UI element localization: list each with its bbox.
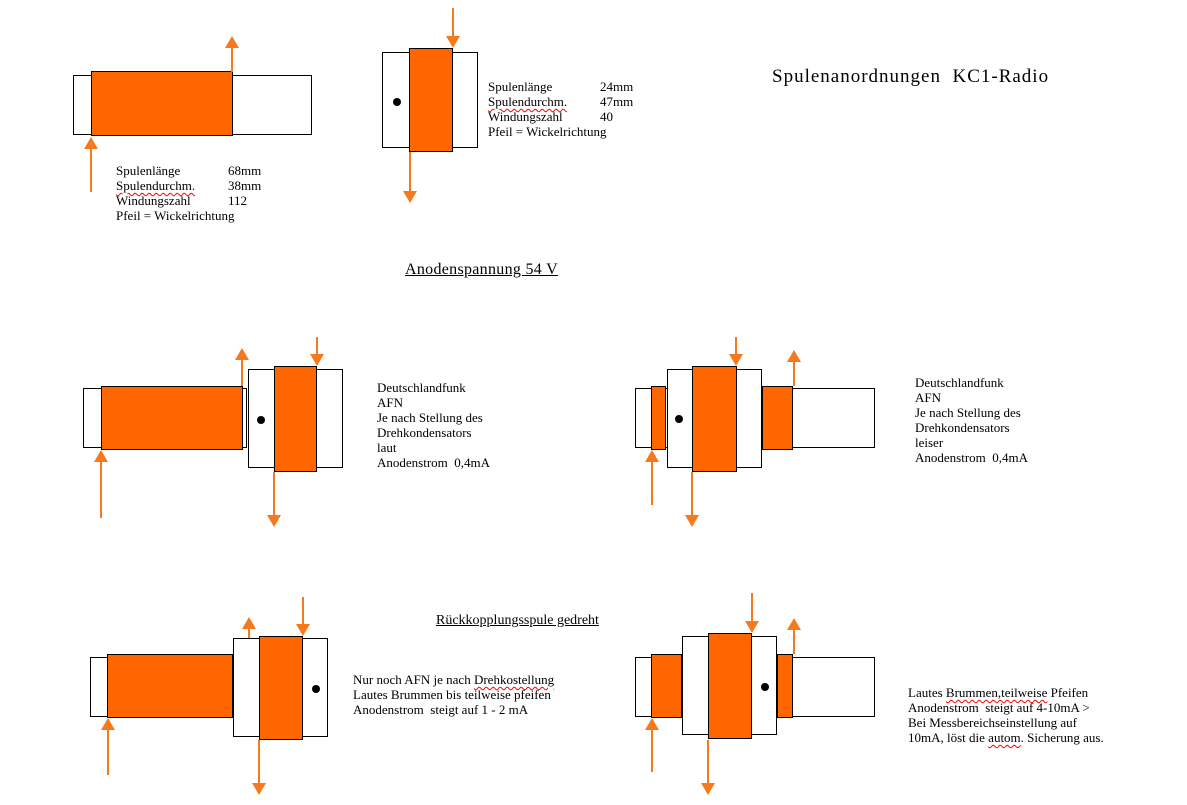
spec-row: Windungszahl 112 (116, 193, 261, 208)
winding-direction-arrow-icon (645, 718, 659, 772)
annotation-line: 10mA, löst die autom. Sicherung aus. (908, 730, 1104, 745)
winding-direction-arrow-icon (446, 8, 460, 48)
h-coil-winding (101, 386, 243, 450)
annotation-line: Nur noch AFN je nach Drehkostellung (353, 672, 555, 687)
coil-spec-top-middle: Spulenlänge 24mm Spulendurchm. 47mm Windungs… (488, 79, 633, 139)
coil-winding (409, 48, 453, 152)
winding-direction-arrow-icon (252, 740, 266, 795)
annotation-line: Deutschlandfunk (915, 375, 1004, 390)
spec-row: Spulendurchm. 47mm (488, 94, 633, 109)
winding-direction-arrow-icon (101, 718, 115, 775)
annotation-line: AFN (377, 395, 404, 410)
h-coil-winding-right-band (762, 386, 793, 450)
wire-terminal-dot (312, 685, 320, 693)
annotation-line: Anodenstrom steigt auf 1 - 2 mA (353, 702, 529, 717)
h-coil-winding-left-band (651, 654, 682, 718)
spec-row: Windungszahl 40 (488, 109, 633, 124)
spec-row: Spulendurchm. 38mm (116, 178, 261, 193)
spec-label: Pfeil = Wickelrichtung (116, 208, 235, 223)
feedback-coil-heading: Rückkopplungsspule gedreht (436, 613, 599, 628)
coil-spec-top-left: Spulenlänge 68mm Spulendurchm. 38mm Windungs… (116, 163, 261, 223)
winding-direction-arrow-icon (787, 350, 801, 386)
spec-value: 112 (228, 193, 248, 208)
annotation-line: Deutschlandfunk (377, 380, 466, 395)
wire-terminal-dot (257, 416, 265, 424)
annotation-line: Bei Messbereichseinstellung auf (908, 715, 1077, 730)
h-coil-winding-left-band (651, 386, 666, 450)
winding-direction-arrow-icon (242, 617, 256, 638)
spec-row: Pfeil = Wickelrichtung (116, 208, 261, 223)
winding-direction-arrow-icon (267, 472, 281, 527)
wire-terminal-dot (761, 683, 769, 691)
annotation-middle-right: Deutschlandfunk AFN Je nach Stellung des Dr… (915, 375, 1028, 465)
spec-label: Spulendurchm. (116, 178, 196, 193)
winding-direction-arrow-icon (403, 152, 417, 203)
spec-value: 68mm (228, 163, 262, 178)
coil-winding (91, 71, 233, 136)
spec-label: Windungszahl (488, 109, 563, 124)
annotation-line: laut (377, 440, 397, 455)
spec-label: Spulendurchm. (488, 94, 568, 109)
h-coil-winding (107, 654, 233, 718)
winding-direction-arrow-icon (84, 137, 98, 192)
wire-terminal-dot (393, 98, 401, 106)
annotation-line: AFN (915, 390, 942, 405)
spec-value: 40 (600, 109, 613, 124)
winding-direction-arrow-icon (296, 597, 310, 636)
page-title: Spulenanordnungen KC1-Radio (772, 66, 1050, 87)
winding-direction-arrow-icon (235, 348, 249, 386)
v-coil-winding (274, 366, 317, 472)
winding-direction-arrow-icon (225, 36, 239, 72)
spec-row: Spulenlänge 24mm (488, 79, 633, 94)
winding-direction-arrow-icon (729, 337, 743, 366)
winding-direction-arrow-icon (645, 450, 659, 505)
spec-label: Pfeil = Wickelrichtung (488, 124, 607, 139)
winding-direction-arrow-icon (701, 740, 715, 795)
annotation-line: Je nach Stellung des (915, 405, 1021, 420)
annotation-line: Je nach Stellung des (377, 410, 483, 425)
annotation-line: Anodenstrom steigt auf 4-10mA > (908, 700, 1090, 715)
winding-direction-arrow-icon (310, 337, 324, 366)
spec-value: 38mm (228, 178, 262, 193)
winding-direction-arrow-icon (94, 450, 108, 518)
annotation-line: leiser (915, 435, 944, 450)
v-coil-winding (708, 633, 752, 739)
annotation-line: Lautes Brummen bis teilweise pfeifen (353, 687, 551, 702)
annotation-line: Drehkondensators (377, 425, 472, 440)
spec-value: 47mm (600, 94, 634, 109)
spec-value: 24mm (600, 79, 634, 94)
h-coil-winding-right-band (777, 654, 793, 718)
spec-label: Spulenlänge (116, 163, 181, 178)
winding-direction-arrow-icon (685, 472, 699, 527)
annotation-line: Anodenstrom 0,4mA (915, 450, 1029, 465)
v-coil-winding (692, 366, 737, 472)
annotation-bottom-right: Lautes Brummen,teilweise Pfeifen Anodenst… (908, 685, 1104, 745)
winding-direction-arrow-icon (787, 618, 801, 654)
wire-terminal-dot (675, 415, 683, 423)
spec-row: Spulenlänge 68mm (116, 163, 261, 178)
winding-direction-arrow-icon (745, 593, 759, 633)
spec-label: Spulenlänge (488, 79, 553, 94)
annotation-bottom-left: Nur noch AFN je nach Drehkostellung Laute… (353, 672, 554, 717)
spec-label: Windungszahl (116, 193, 191, 208)
annotation-line: Lautes Brummen,teilweise Pfeifen (908, 685, 1089, 700)
annotation-line: Drehkondensators (915, 420, 1010, 435)
annotation-middle-left: Deutschlandfunk AFN Je nach Stellung des Dr… (377, 380, 490, 470)
spec-row: Pfeil = Wickelrichtung (488, 124, 633, 139)
anode-voltage-heading: Anodenspannung 54 V (405, 261, 558, 278)
v-coil-winding (259, 636, 303, 740)
annotation-line: Anodenstrom 0,4mA (377, 455, 491, 470)
